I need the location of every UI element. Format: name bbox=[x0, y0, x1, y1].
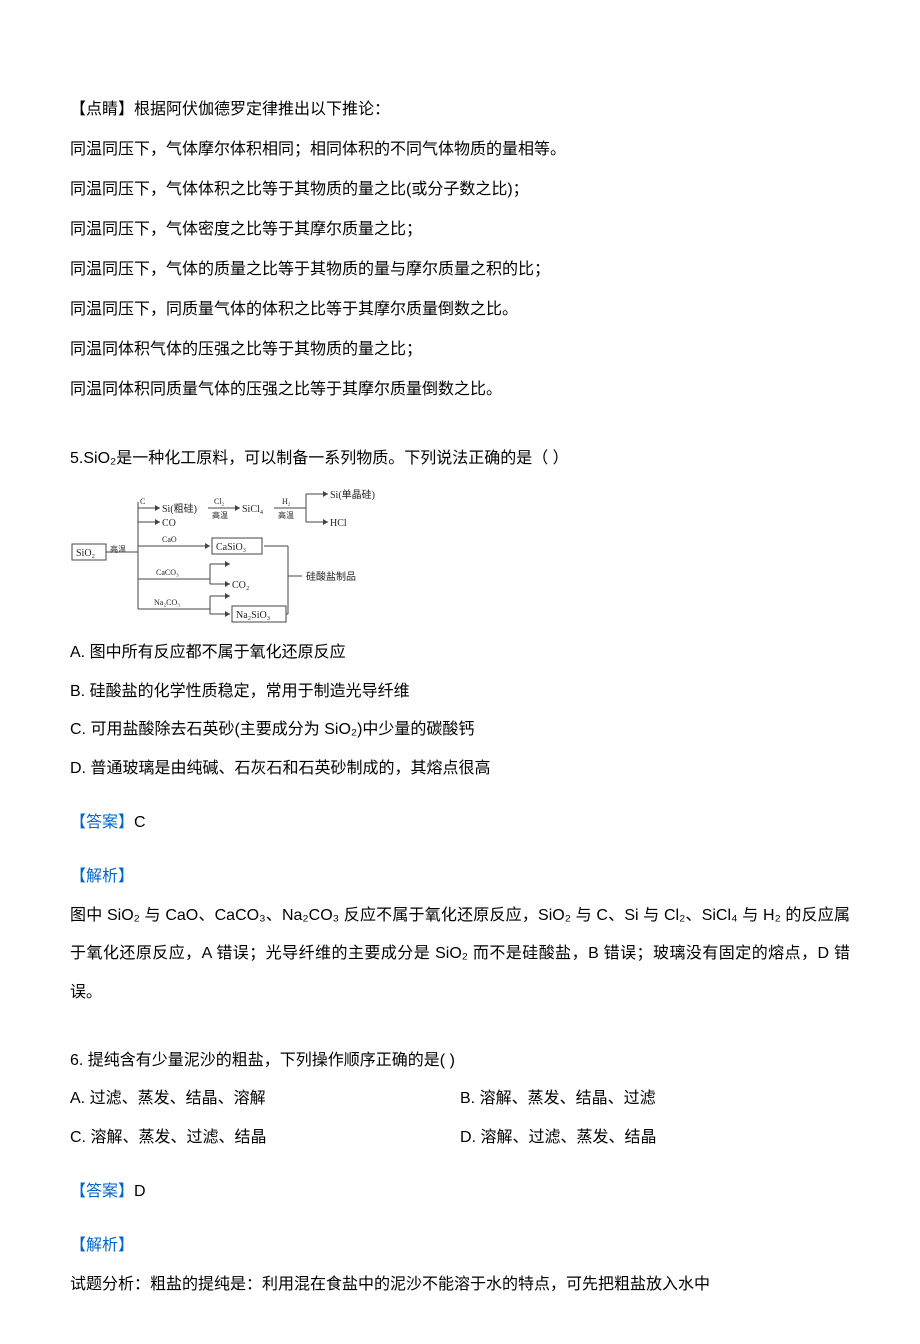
tip-title: 【点睛】根据阿伏伽德罗定律推出以下推论： bbox=[70, 90, 850, 130]
section-spacer bbox=[70, 1012, 850, 1042]
q5-explain-label: 【解析】 bbox=[70, 858, 850, 896]
tip-line: 同温同压下，气体摩尔体积相同；相同体积的不同气体物质的量相等。 bbox=[70, 130, 850, 170]
node-si-pure: Si(单晶硅) bbox=[330, 488, 375, 501]
node-sicl4: SiCl₄ bbox=[242, 504, 264, 515]
node-casio3: CaSiO₃ bbox=[216, 542, 246, 553]
answer-label: 【答案】 bbox=[70, 1183, 134, 1200]
node-c: C bbox=[140, 497, 145, 506]
node-silicate-product: 硅酸盐制品 bbox=[306, 570, 356, 583]
q5-choice-d: D. 普通玻璃是由纯碱、石灰石和石英砂制成的，其熔点很高 bbox=[70, 750, 850, 788]
section-spacer bbox=[70, 410, 850, 440]
q6-answer: D bbox=[134, 1183, 146, 1200]
node-h2: H₂ bbox=[282, 497, 291, 506]
flowchart-svg: SiO₂ 高温 C Si(粗硅) CO Cl₂ 高温 SiCl₄ H₂ 高 bbox=[70, 484, 410, 624]
q6-choice-a: A. 过滤、蒸发、结晶、溶解 bbox=[70, 1080, 460, 1118]
tip-line: 同温同压下，气体体积之比等于其物质的量之比(或分子数之比)； bbox=[70, 170, 850, 210]
tip-line: 同温同压下，气体密度之比等于其摩尔质量之比； bbox=[70, 210, 850, 250]
tip-line: 同温同体积同质量气体的压强之比等于其摩尔质量倒数之比。 bbox=[70, 370, 850, 410]
node-si-crude: Si(粗硅) bbox=[162, 502, 197, 515]
q6-stem: 6. 提纯含有少量泥沙的粗盐，下列操作顺序正确的是( ) bbox=[70, 1042, 850, 1080]
q6-choice-d: D. 溶解、过滤、蒸发、结晶 bbox=[460, 1119, 850, 1157]
q5-answer: C bbox=[134, 814, 146, 831]
tip-line: 同温同体积气体的压强之比等于其物质的量之比； bbox=[70, 330, 850, 370]
node-cl2: Cl₂ bbox=[214, 497, 225, 506]
q5-answer-row: 【答案】C bbox=[70, 804, 850, 842]
node-caco3: CaCO₃ bbox=[156, 568, 179, 577]
node-hcl: HCl bbox=[330, 518, 347, 529]
q5-choice-b: B. 硅酸盐的化学性质稳定，常用于制造光导纤维 bbox=[70, 673, 850, 711]
tip-line: 同温同压下，气体的质量之比等于其物质的量与摩尔质量之积的比； bbox=[70, 250, 850, 290]
tip-line: 同温同压下，同质量气体的体积之比等于其摩尔质量倒数之比。 bbox=[70, 290, 850, 330]
q6-answer-row: 【答案】D bbox=[70, 1173, 850, 1211]
node-co: CO bbox=[162, 518, 176, 529]
node-hitemp2: 高温 bbox=[212, 510, 228, 520]
q5-diagram: SiO₂ 高温 C Si(粗硅) CO Cl₂ 高温 SiCl₄ H₂ 高 bbox=[70, 484, 410, 624]
document-page: 【点睛】根据阿伏伽德罗定律推出以下推论： 同温同压下，气体摩尔体积相同；相同体积… bbox=[0, 0, 920, 1344]
q6-explain: 试题分析：粗盐的提纯是：利用混在食盐中的泥沙不能溶于水的特点，可先把粗盐放入水中 bbox=[70, 1266, 850, 1304]
q5-stem: 5.SiO₂是一种化工原料，可以制备一系列物质。下列说法正确的是（ ） bbox=[70, 440, 850, 478]
node-na2co3: Na₂CO₃ bbox=[154, 598, 180, 607]
answer-label: 【答案】 bbox=[70, 814, 134, 831]
node-cao: CaO bbox=[162, 535, 177, 544]
node-na2sio3: Na₂SiO₃ bbox=[236, 610, 270, 621]
q6-choice-b: B. 溶解、蒸发、结晶、过滤 bbox=[460, 1080, 850, 1118]
node-sio2: SiO₂ bbox=[76, 548, 95, 559]
q6-choice-row-1: A. 过滤、蒸发、结晶、溶解 B. 溶解、蒸发、结晶、过滤 bbox=[70, 1080, 850, 1118]
q5-choice-c: C. 可用盐酸除去石英砂(主要成分为 SiO₂)中少量的碳酸钙 bbox=[70, 711, 850, 749]
q6-choice-c: C. 溶解、蒸发、过滤、结晶 bbox=[70, 1119, 460, 1157]
node-hitemp3: 高温 bbox=[278, 510, 294, 520]
node-co2: CO₂ bbox=[232, 580, 249, 591]
q5-choice-a: A. 图中所有反应都不属于氧化还原反应 bbox=[70, 634, 850, 672]
q6-choice-row-2: C. 溶解、蒸发、过滤、结晶 D. 溶解、过滤、蒸发、结晶 bbox=[70, 1119, 850, 1157]
q6-explain-label: 【解析】 bbox=[70, 1227, 850, 1265]
q5-explain: 图中 SiO₂ 与 CaO、CaCO₃、Na₂CO₃ 反应不属于氧化还原反应，S… bbox=[70, 897, 850, 1012]
